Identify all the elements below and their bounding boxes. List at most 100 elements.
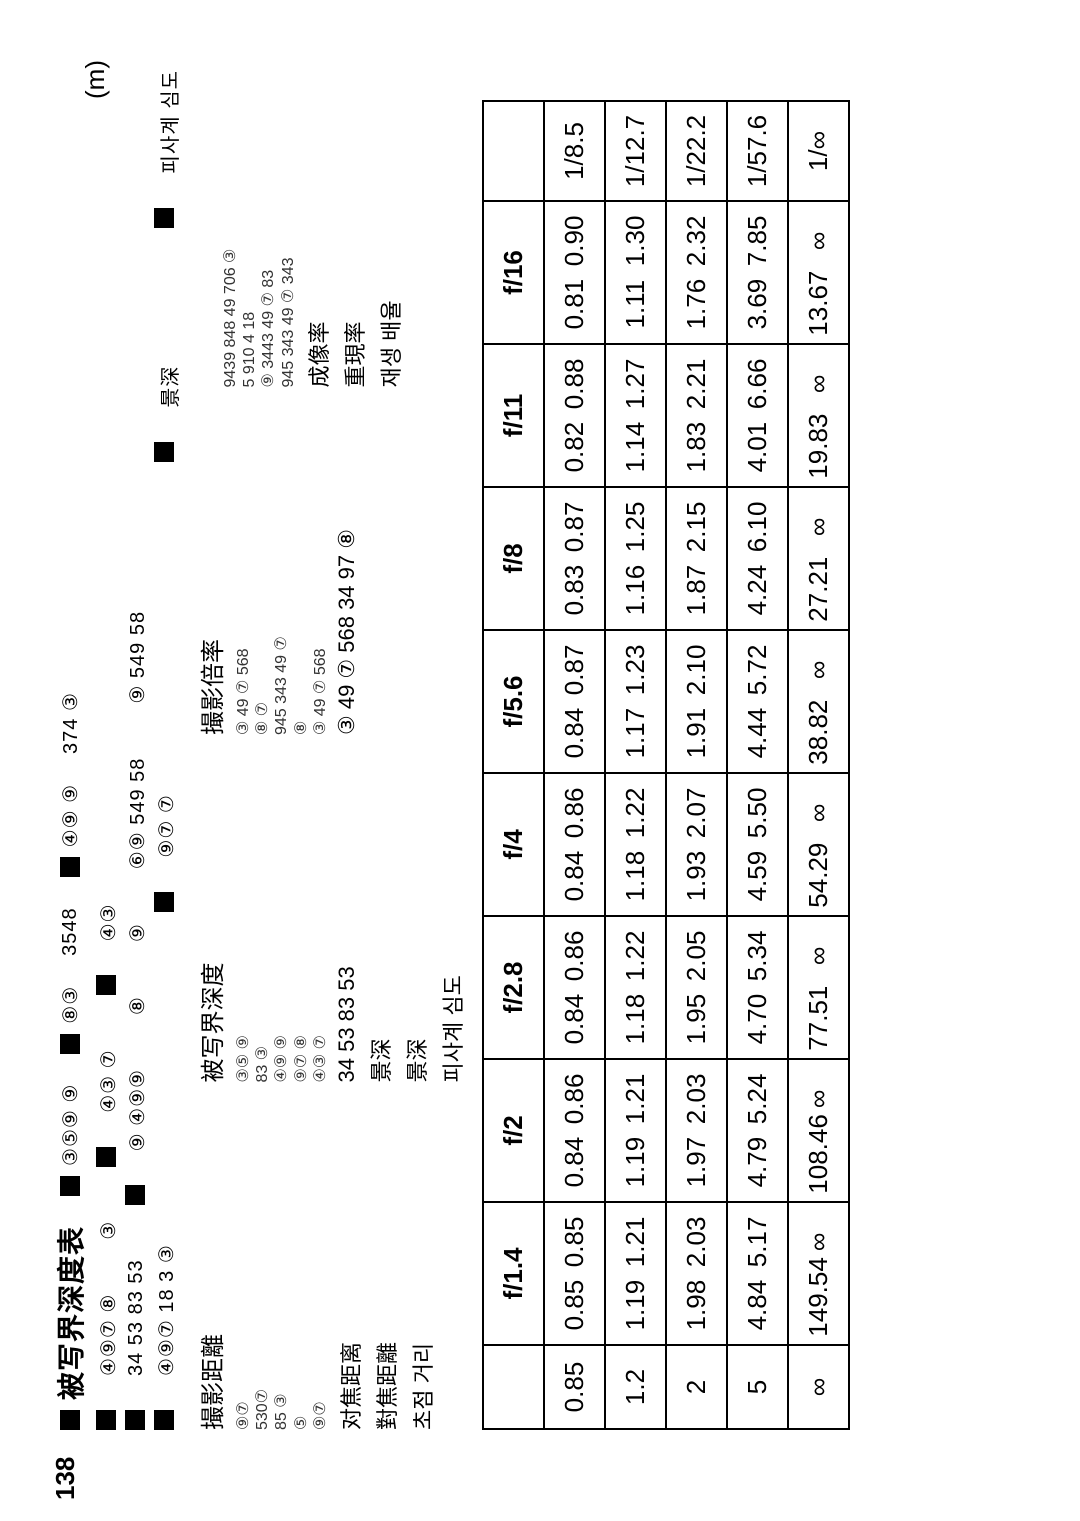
- repro-cell: 1/12.7: [605, 101, 666, 201]
- hdr-mini: ⑨ 549 58: [125, 611, 150, 704]
- hdr-mini: 34 53 83 53: [125, 1259, 150, 1376]
- far-value: 6.10: [742, 495, 773, 558]
- near-value: 1.91: [681, 702, 712, 765]
- dof-cell: 1.111.30: [605, 201, 666, 344]
- ko-line: 34 53 83 53: [334, 735, 360, 1083]
- dof-cell: 4.595.50: [727, 773, 788, 916]
- dof-cell: 4.246.10: [727, 487, 788, 630]
- far-value: 1.21: [620, 1067, 651, 1130]
- dof-cell: 54.29∞: [788, 773, 849, 916]
- tiny-line: ③ 49 ⑦ 568: [311, 388, 330, 736]
- tiny-line: ③⑤ ⑨: [234, 735, 253, 1083]
- ko-line: 成像率: [302, 40, 334, 388]
- far-value: 0.85: [559, 1210, 590, 1273]
- hdr-mini: ④⑨⑦ 18 3 ③: [154, 1244, 183, 1376]
- col-dof: 被写界深度 ③⑤ ⑨ 83 ③ ④⑨ ⑨ ⑨⑦ ⑧ ④③ ⑦ 34 53 83 …: [193, 735, 468, 1083]
- dof-cell: 27.21∞: [788, 487, 849, 630]
- dof-label: 景深: [154, 366, 183, 408]
- far-value: 5.24: [742, 1067, 773, 1130]
- near-value: 1.11: [620, 273, 651, 336]
- far-value: 2.05: [681, 924, 712, 987]
- square-bullet-icon: [96, 975, 116, 995]
- dof-cell: 1.832.21: [666, 344, 727, 487]
- table-row: ∞149.54∞108.46∞77.51∞54.29∞38.82∞27.21∞1…: [788, 101, 849, 1429]
- hdr-mini: ④③ ⑦: [96, 1049, 121, 1112]
- hdr-mini: ⑧③: [58, 986, 83, 1024]
- repro-cell: 1/∞: [788, 101, 849, 201]
- tiny-line: ⑨⑦: [234, 1083, 253, 1431]
- col-head: 撮影倍率: [193, 388, 228, 736]
- dof-cell: 0.830.87: [544, 487, 605, 630]
- near-value: 1.18: [620, 845, 651, 908]
- square-bullet-icon: [154, 1410, 174, 1430]
- square-bullet-icon: [154, 892, 174, 912]
- ko-line: 초점 거리: [406, 1083, 438, 1431]
- table-head: f/1.4 f/2 f/2.8 f/4 f/5.6 f/8 f/11 f/16: [483, 101, 544, 1429]
- dof-cell: 4.016.66: [727, 344, 788, 487]
- far-value: 0.87: [559, 638, 590, 701]
- square-bullet-icon: [154, 208, 174, 228]
- aperture-head: f/5.6: [483, 630, 544, 773]
- tiny-line: 945 343 49 ⑦ 343: [279, 40, 298, 388]
- far-value: 6.66: [742, 352, 773, 415]
- far-value: ∞: [803, 1067, 834, 1130]
- near-value: 13.67: [803, 273, 834, 336]
- square-bullet-icon: [125, 1410, 145, 1430]
- title-row: 被写界深度表 ③⑤⑨ ⑨ ⑧③ 3548 ④⑨ ⑨ 374 ③: [50, 40, 90, 1430]
- dof-cell: 1.982.03: [666, 1202, 727, 1345]
- distance-cell: ∞: [788, 1345, 849, 1429]
- far-value: ∞: [803, 638, 834, 701]
- tiny-line: ⑨ 3443 49 ⑦ 83: [259, 40, 278, 388]
- dof-table: f/1.4 f/2 f/2.8 f/4 f/5.6 f/8 f/11 f/16 …: [482, 100, 850, 1430]
- dof-cell: 38.82∞: [788, 630, 849, 773]
- near-value: 1.95: [681, 988, 712, 1051]
- near-value: 0.84: [559, 845, 590, 908]
- dof-cell: 0.810.90: [544, 201, 605, 344]
- near-value: 1.17: [620, 702, 651, 765]
- aperture-head: f/11: [483, 344, 544, 487]
- dof-cell: 0.840.86: [544, 916, 605, 1059]
- page: 138 被写界深度表 ③⑤⑨ ⑨ ⑧③ 3548 ④⑨ ⑨ 374 ③ (m) …: [0, 0, 1080, 1521]
- dof-cell: 0.840.86: [544, 1059, 605, 1202]
- far-value: 2.21: [681, 352, 712, 415]
- far-value: 1.30: [620, 209, 651, 272]
- near-value: 38.82: [803, 702, 834, 765]
- table-body: 0.850.850.850.840.860.840.860.840.860.84…: [544, 101, 849, 1429]
- near-value: 0.82: [559, 416, 590, 479]
- hdr-mini: ⑧: [125, 996, 150, 1015]
- hdr-mini: ⑨: [125, 923, 150, 942]
- hdr-mini: 3548: [59, 907, 82, 956]
- mini-row-5: ④⑨⑦ 18 3 ③ ⑨⑦ ⑦ 景深 피사계 심도: [154, 40, 183, 1430]
- tiny-line: 83 ③: [253, 735, 272, 1083]
- ko-line: 重現率: [338, 40, 370, 388]
- distance-cell: 1.2: [605, 1345, 666, 1429]
- ko-line: 재생 배율: [374, 40, 406, 388]
- col-head: 撮影距離: [193, 1083, 228, 1431]
- near-value: 0.84: [559, 702, 590, 765]
- tiny-line: ⑧ ⑦: [253, 388, 272, 736]
- near-value: 149.54: [803, 1274, 834, 1337]
- dof-cell: 1.952.05: [666, 916, 727, 1059]
- dof-cell: 149.54∞: [788, 1202, 849, 1345]
- aperture-head: f/2.8: [483, 916, 544, 1059]
- tiny-line: 945 343 49 ⑦: [272, 388, 291, 736]
- unit-label: (m): [80, 60, 111, 99]
- repro-cell: 1/22.2: [666, 101, 727, 201]
- col-mag: 撮影倍率 ③ 49 ⑦ 568 ⑧ ⑦ 945 343 49 ⑦ ⑧ ③ 49 …: [193, 388, 468, 736]
- far-value: ∞: [803, 209, 834, 272]
- corner-cell: [483, 1345, 544, 1429]
- dof-label-ko: 피사계 심도: [154, 70, 183, 174]
- ko-line: ③ 49 ⑦ 568 34 97 ⑧: [334, 388, 360, 736]
- dof-cell: 4.705.34: [727, 916, 788, 1059]
- square-bullet-icon: [60, 1034, 80, 1054]
- near-value: 4.59: [742, 845, 773, 908]
- legend-columns: 撮影距離 ⑨⑦ 530⑦ 85 ③ ⑤ ⑨⑦ 对焦距离 對焦距離 초점 거리 被…: [193, 40, 468, 1430]
- near-value: 4.24: [742, 559, 773, 622]
- near-value: 4.01: [742, 416, 773, 479]
- near-value: 1.76: [681, 273, 712, 336]
- near-value: 3.69: [742, 273, 773, 336]
- far-value: 2.10: [681, 638, 712, 701]
- far-value: 2.03: [681, 1210, 712, 1273]
- far-value: ∞: [803, 781, 834, 844]
- dof-cell: 1.191.21: [605, 1059, 666, 1202]
